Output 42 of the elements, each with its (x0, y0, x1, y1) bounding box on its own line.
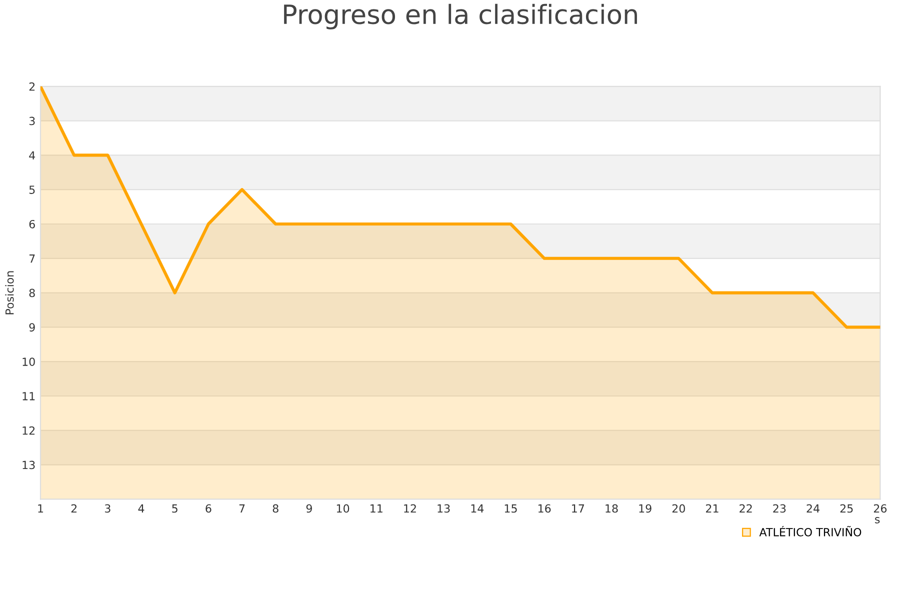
x-tick-label: 24 (806, 504, 820, 513)
x-tick-label: 18 (606, 504, 618, 513)
x-tick-label: 4 (138, 504, 144, 513)
x-tick-label: 9 (306, 504, 312, 513)
x-tick-label: 23 (773, 504, 786, 513)
x-tick-label: 6 (206, 504, 212, 513)
y-axis-title: Posicion (5, 271, 14, 314)
x-tick-label: 21 (706, 504, 718, 513)
y-tick-label: 4 (29, 151, 36, 160)
x-axis-title: s (875, 517, 880, 524)
x-tick-label: 5 (172, 504, 178, 513)
y-tick-label: 2 (29, 82, 35, 91)
x-tick-label: 19 (639, 504, 652, 513)
x-tick-label: 15 (504, 504, 517, 513)
x-tick-label: 13 (438, 504, 450, 513)
y-tick-label: 3 (29, 116, 35, 126)
x-tick-label: 7 (239, 504, 245, 513)
y-tick-label: 9 (29, 323, 35, 332)
y-tick-label: 7 (29, 254, 35, 263)
y-tick-label: 13 (22, 460, 35, 470)
x-tick-label: 11 (370, 504, 382, 513)
y-tick-label: 10 (22, 358, 35, 366)
x-tick-label: 8 (272, 504, 278, 513)
x-tick-label: 25 (840, 504, 853, 513)
x-tick-label: 22 (740, 504, 752, 513)
y-tick-label: 8 (29, 288, 35, 298)
legend-label: ATLÉTICO TRIVIÑO (759, 526, 862, 536)
x-tick-label: 26 (874, 504, 887, 513)
x-tick-label: 12 (404, 504, 416, 513)
y-tick-label: 12 (22, 426, 35, 435)
y-tick-label: 6 (29, 220, 35, 228)
x-tick-label: 17 (572, 504, 584, 513)
x-tick-label: 20 (672, 504, 686, 513)
x-tick-label: 1 (38, 504, 44, 513)
x-tick-label: 3 (104, 504, 110, 513)
chart-title: Progreso en la clasificacion (284, 4, 637, 30)
y-tick-label: 11 (22, 392, 35, 400)
x-tick-label: 16 (538, 504, 551, 513)
x-tick-label: 2 (71, 504, 77, 513)
y-tick-label: 5 (29, 186, 35, 194)
x-tick-label: 10 (336, 504, 350, 513)
x-tick-label: 14 (471, 504, 484, 513)
